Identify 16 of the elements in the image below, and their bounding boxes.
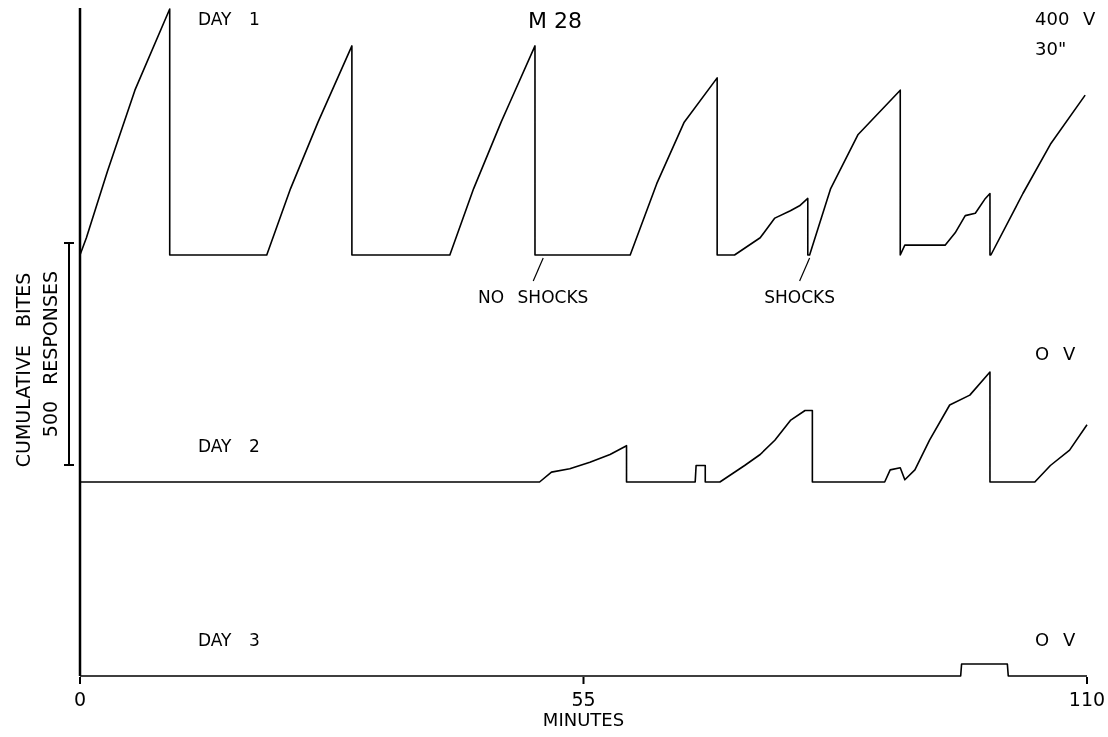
- y-axis-title: CUMULATIVE BITES: [12, 272, 34, 468]
- text: 500 RESPONSES: [39, 270, 61, 438]
- annotation: 30": [1035, 38, 1067, 59]
- x-axis-title: MINUTES: [542, 709, 625, 730]
- x-tick-label: 110: [1068, 688, 1106, 710]
- text: DAY 3: [198, 630, 260, 650]
- annotation: DAY 1: [198, 9, 260, 29]
- chart-title: M 28: [528, 8, 582, 33]
- x-tick-label: 0: [73, 688, 87, 710]
- annotation: SHOCKS: [764, 287, 835, 307]
- annotation: DAY 2: [198, 436, 260, 456]
- annotation: NO SHOCKS: [478, 287, 589, 307]
- x-tick-label: 55: [571, 688, 596, 710]
- text: O V: [1035, 343, 1076, 364]
- annotation: 400 V: [1035, 8, 1097, 29]
- text: O V: [1035, 629, 1076, 650]
